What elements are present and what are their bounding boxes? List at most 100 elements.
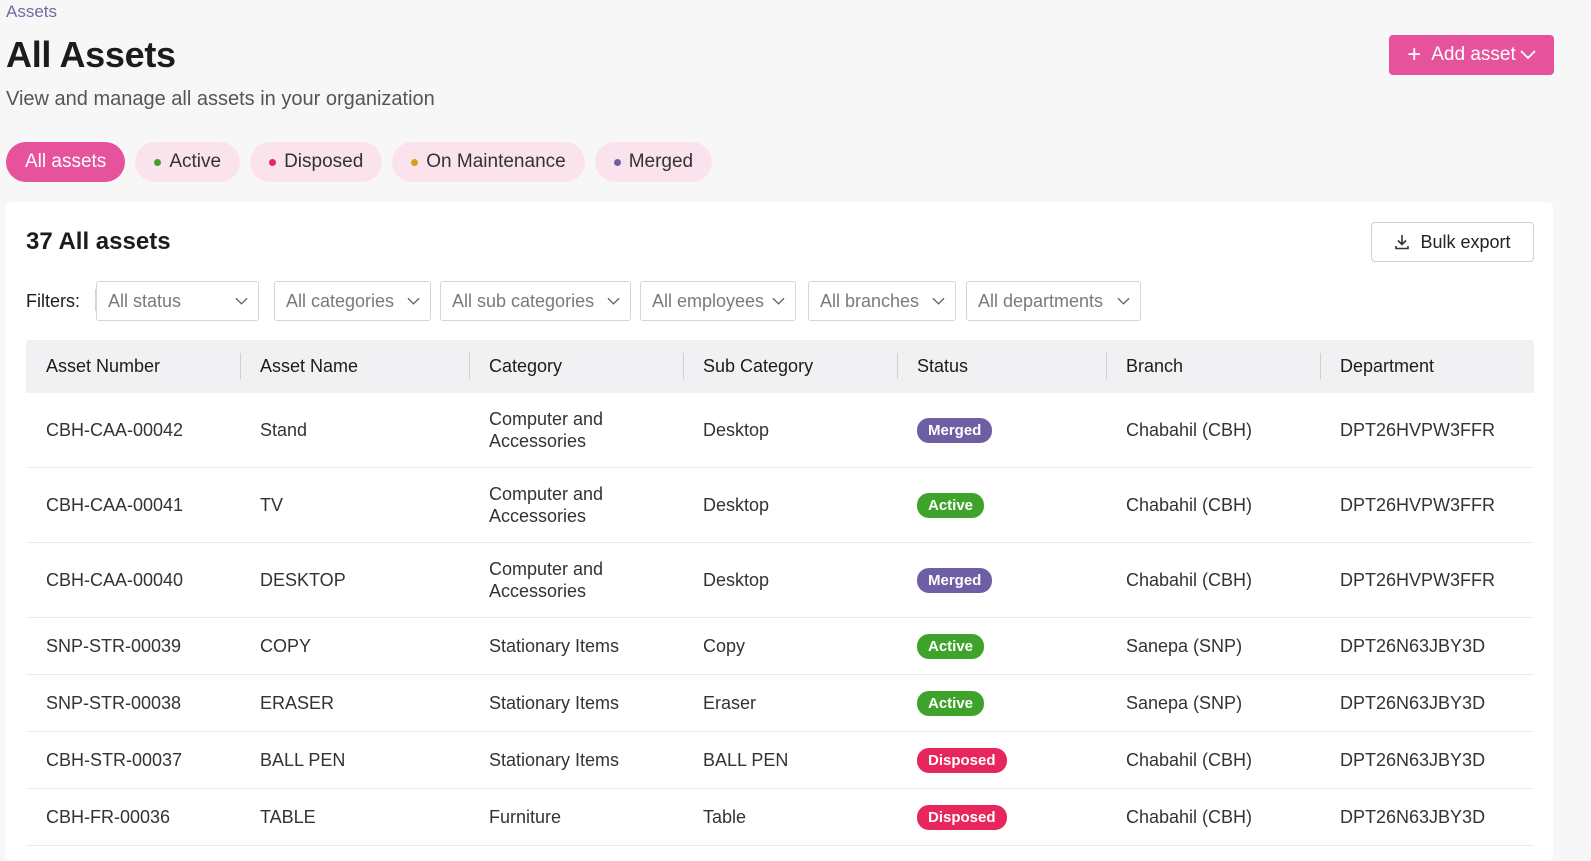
table-row[interactable]: CBH-FR-00036 TABLE Furniture Table Disposed C… [26, 789, 1534, 846]
plus-icon: + [1407, 41, 1422, 68]
tab-disposed[interactable]: Disposed [250, 142, 383, 182]
chevron-down-icon [1117, 297, 1130, 305]
cell-sub-category: Eraser [703, 692, 757, 713]
column-header-department[interactable]: Department [1340, 356, 1435, 376]
chevron-down-icon [1520, 50, 1536, 60]
status-dot-icon [613, 158, 621, 166]
cell-category: Computer and Accessories [489, 559, 604, 601]
column-header-asset-number[interactable]: Asset Number [46, 356, 161, 376]
column-header-branch[interactable]: Branch [1126, 356, 1184, 376]
cell-asset-name: Stand [260, 419, 308, 440]
cell-asset-name: BALL PEN [260, 749, 346, 770]
tab-all-assets[interactable]: All assets [6, 142, 126, 182]
filters-label: Filters: [26, 291, 80, 311]
filter-label: All employees [652, 290, 765, 311]
cell-asset-number: CBH-CAA-00040 [46, 569, 184, 590]
page-subtitle: View and manage all assets in your organ… [6, 88, 435, 110]
status-dot-icon [154, 158, 162, 166]
cell-category: Stationary Items [489, 693, 620, 713]
assets-count-title: 37 All assets [26, 228, 171, 255]
cell-asset-number: CBH-STR-00037 [46, 749, 183, 770]
cell-department: DPT26N63JBY3D [1340, 635, 1486, 656]
filter-label: All categories [286, 290, 395, 311]
filter-label: All status [108, 290, 182, 311]
status-badge: Active [917, 633, 985, 659]
cell-branch: Chabahil (CBH) [1126, 569, 1253, 590]
status-badge: Merged [917, 567, 993, 593]
column-divider [469, 353, 470, 379]
column-divider [240, 353, 241, 379]
filter-label: All sub categories [452, 290, 595, 311]
cell-category: Computer and Accessories [489, 484, 604, 526]
cell-asset-number: SNP-STR-00039 [46, 635, 182, 656]
cell-status: Active [917, 468, 985, 542]
tab-label: Disposed [284, 151, 364, 172]
filters-divider [95, 289, 96, 311]
cell-asset-name: TV [260, 494, 284, 515]
cell-asset-name: COPY [260, 635, 312, 656]
cell-branch: Sanepa (SNP) [1126, 692, 1243, 713]
breadcrumb[interactable]: Assets [6, 2, 58, 21]
bulk-export-button[interactable]: Bulk export [1371, 222, 1534, 262]
chevron-down-icon [235, 297, 248, 305]
assets-card: 37 All assets Bulk export Filters: All s… [6, 202, 1553, 861]
tab-label: Merged [628, 151, 694, 172]
cell-department: DPT26N63JBY3D [1340, 749, 1486, 770]
cell-department: DPT26N63JBY3D [1340, 806, 1486, 827]
cell-status: Merged [917, 543, 993, 617]
filter-all-employees[interactable]: All employees [640, 281, 796, 321]
cell-status: Disposed [917, 732, 1007, 788]
cell-department: DPT26HVPW3FFR [1340, 419, 1496, 440]
tab-label: Active [169, 151, 222, 172]
chevron-down-icon [772, 297, 785, 305]
tab-active[interactable]: Active [135, 142, 241, 182]
cell-category: Computer and Accessories [489, 409, 604, 451]
cell-status: Active [917, 618, 985, 674]
table-row[interactable]: CBH-CAA-00040 DESKTOP Computer and Accesso… [26, 543, 1534, 618]
cell-sub-category: Desktop [703, 569, 770, 590]
cell-asset-number: CBH-CAA-00042 [46, 419, 184, 440]
filter-all-departments[interactable]: All departments [966, 281, 1141, 321]
cell-branch: Sanepa (SNP) [1126, 635, 1243, 656]
cell-department: DPT26N63JBY3D [1340, 692, 1486, 713]
column-header-asset-name[interactable]: Asset Name [260, 356, 359, 376]
cell-asset-number: CBH-FR-00036 [46, 806, 171, 827]
page-title: All Assets [6, 34, 176, 75]
table-row[interactable]: CBH-STR-00037 BALL PEN Stationary Items BAL… [26, 732, 1534, 789]
add-asset-button[interactable]: + Add asset [1389, 35, 1554, 75]
filter-all-status[interactable]: All status [96, 281, 259, 321]
status-badge: Disposed [917, 804, 1007, 830]
column-header-status[interactable]: Status [917, 356, 969, 376]
add-asset-label: Add asset [1431, 44, 1516, 65]
cell-category: Stationary Items [489, 636, 620, 656]
table-row[interactable]: CBH-CAA-00042 Stand Computer and Accessori… [26, 393, 1534, 468]
cell-asset-name: TABLE [260, 806, 316, 827]
table-row[interactable]: CBH-CAA-00041 TV Computer and Accessories D… [26, 468, 1534, 543]
cell-department: DPT26HVPW3FFR [1340, 494, 1496, 515]
cell-sub-category: BALL PEN [703, 749, 789, 770]
filter-label: All departments [978, 290, 1104, 311]
cell-status: Merged [917, 393, 993, 467]
download-icon [1395, 235, 1410, 250]
cell-department: DPT26HVPW3FFR [1340, 569, 1496, 590]
filter-all-sub-categories[interactable]: All sub categories [440, 281, 631, 321]
status-badge: Active [917, 690, 985, 716]
filter-label: All branches [820, 290, 920, 311]
cell-status: Active [917, 675, 985, 731]
column-divider [1106, 353, 1107, 379]
cell-sub-category: Copy [703, 635, 746, 656]
column-header-category[interactable]: Category [489, 356, 563, 376]
cell-branch: Chabahil (CBH) [1126, 419, 1253, 440]
table-row[interactable]: SNP-STR-00039 COPY Stationary Items Copy Act… [26, 618, 1534, 675]
tab-merged[interactable]: Merged [594, 142, 713, 182]
column-divider [897, 353, 898, 379]
filter-all-branches[interactable]: All branches [808, 281, 956, 321]
cell-sub-category: Desktop [703, 494, 770, 515]
column-header-sub-category[interactable]: Sub Category [703, 356, 814, 376]
table-row[interactable]: SNP-STR-00038 ERASER Stationary Items Erase… [26, 675, 1534, 732]
filter-all-categories[interactable]: All categories [274, 281, 431, 321]
cell-asset-name: DESKTOP [260, 569, 346, 590]
cell-category: Stationary Items [489, 750, 620, 770]
tab-on-maintenance[interactable]: On Maintenance [392, 142, 585, 182]
chevron-down-icon [407, 297, 420, 305]
